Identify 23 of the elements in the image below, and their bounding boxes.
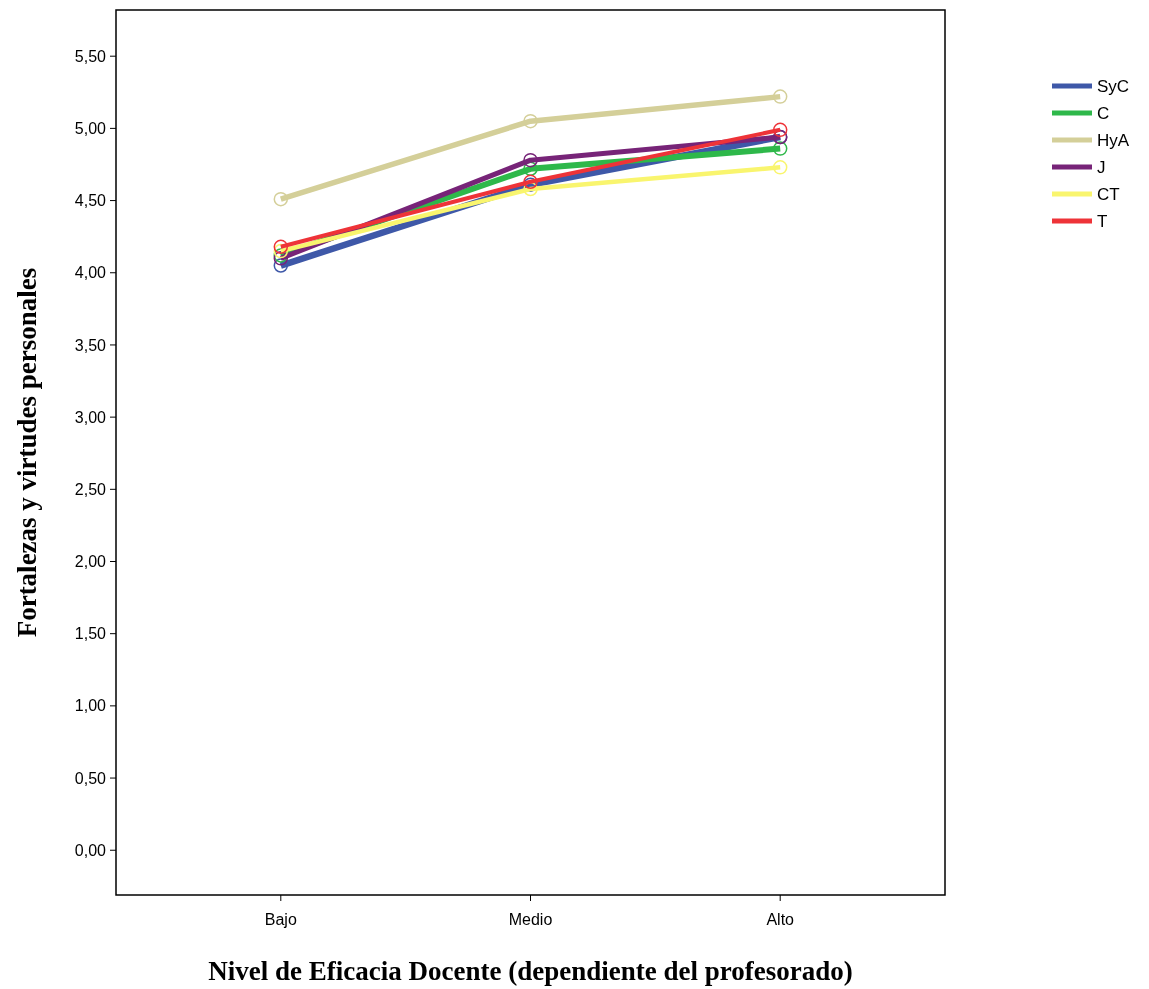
legend-label: SyC [1097, 76, 1130, 96]
y-tick-label: 1,50 [74, 625, 107, 643]
x-axis-title: Nivel de Eficacia Docente (dependiente del profesorado) [208, 956, 853, 986]
legend-label: HyA [1097, 130, 1130, 150]
x-tick-label: Medio [508, 911, 553, 928]
y-tick-label: 2,00 [74, 553, 107, 571]
x-tick-label: Alto [766, 911, 795, 928]
y-tick-label: 0,00 [74, 841, 107, 859]
y-tick-label: 5,00 [74, 119, 107, 137]
y-tick-label: 4,00 [74, 264, 107, 282]
y-tick-label: 4,50 [74, 192, 107, 210]
y-tick-label: 0,50 [74, 769, 107, 787]
legend-label: C [1097, 103, 1110, 123]
y-tick-label: 3,00 [74, 408, 107, 426]
legend-label: T [1097, 211, 1108, 231]
x-tick-label: Bajo [264, 911, 297, 928]
y-axis-title: Fortalezas y virtudes personales [12, 267, 42, 638]
legend-label: CT [1097, 184, 1120, 204]
y-tick-label: 5,50 [74, 47, 107, 65]
y-tick-label: 3,50 [74, 336, 107, 354]
y-tick-label: 1,00 [74, 697, 107, 715]
y-tick-label: 2,50 [74, 480, 107, 498]
legend-label: J [1097, 157, 1106, 177]
